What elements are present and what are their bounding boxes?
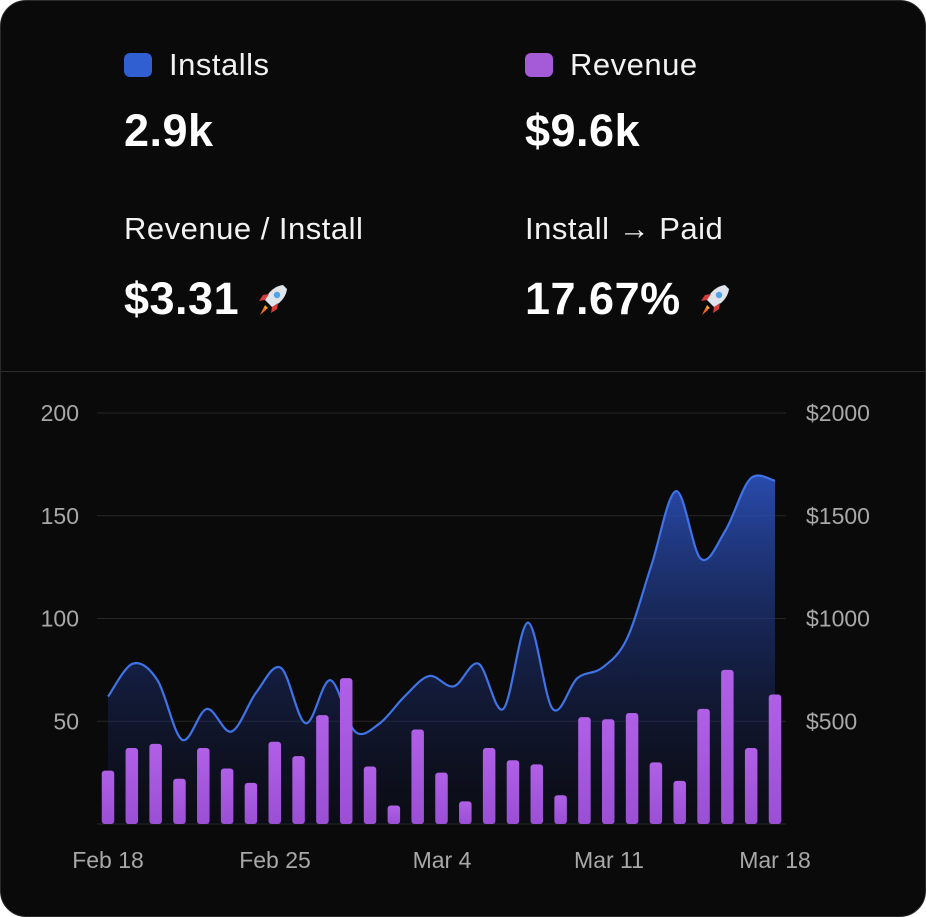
revenue-bar[interactable]	[387, 805, 401, 824]
revenue-bar[interactable]	[744, 747, 758, 824]
revenue-bar[interactable]	[768, 694, 782, 824]
revenue-bar[interactable]	[435, 772, 448, 824]
revenue-bar[interactable]	[220, 768, 234, 824]
revenue-bar[interactable]	[625, 713, 639, 824]
revenue-metric: Revenue $9.6k	[525, 47, 698, 157]
revenue-label: Revenue	[570, 47, 698, 82]
revenue-bar[interactable]	[316, 715, 329, 824]
revenue-value: $9.6k	[525, 105, 641, 156]
revenue-bar[interactable]	[506, 760, 520, 824]
revenue-bar[interactable]	[697, 708, 710, 824]
x-axis-tick-label: Mar 4	[413, 847, 472, 873]
left-axis-tick-label: 200	[41, 400, 79, 426]
revenue-bar[interactable]	[363, 766, 377, 824]
revenue-bar[interactable]	[197, 747, 210, 824]
revenue-bar[interactable]	[602, 719, 615, 824]
revenue-bar[interactable]	[101, 770, 115, 824]
revenue-bar[interactable]	[554, 795, 567, 824]
revenue-bar[interactable]	[173, 778, 186, 824]
installs-legend[interactable]: Installs	[124, 47, 269, 83]
revenue-bar[interactable]	[459, 801, 472, 824]
installs-legend-swatch	[124, 53, 152, 77]
revenue-per-install-value: $3.31	[124, 273, 240, 324]
left-axis-tick-label: 50	[53, 708, 79, 734]
left-axis-tick-label: 100	[41, 606, 79, 632]
x-axis-tick-label: Feb 18	[72, 847, 144, 873]
right-axis-tick-label: $1000	[806, 606, 870, 632]
install-to-paid-value: 17.67%	[525, 273, 681, 324]
x-axis-tick-label: Feb 25	[239, 847, 311, 873]
revenue-bar[interactable]	[530, 764, 544, 824]
revenue-bar[interactable]	[578, 717, 591, 824]
revenue-per-install-metric: Revenue / Install $3.31	[124, 211, 363, 325]
x-axis-tick-label: Mar 18	[739, 847, 811, 873]
install-to-paid-label: Install → Paid	[525, 211, 724, 246]
revenue-legend-swatch	[525, 53, 553, 77]
rocket-icon	[259, 285, 288, 315]
install-to-paid-metric: Install → Paid 17.67%	[525, 211, 735, 325]
revenue-bar[interactable]	[149, 743, 162, 824]
revenue-bar[interactable]	[649, 762, 663, 824]
revenue-bar[interactable]	[244, 782, 258, 824]
installs-label: Installs	[169, 47, 270, 82]
right-axis-tick-label: $1500	[806, 503, 870, 529]
installs-value: 2.9k	[124, 105, 214, 156]
revenue-bar[interactable]	[411, 729, 424, 824]
installs-metric: Installs 2.9k	[124, 47, 269, 157]
revenue-bar[interactable]	[673, 780, 686, 824]
revenue-bar[interactable]	[482, 747, 496, 824]
left-axis-tick-label: 150	[41, 503, 79, 529]
section-divider	[1, 371, 925, 372]
revenue-legend[interactable]: Revenue	[525, 47, 698, 83]
right-axis-tick-label: $500	[806, 708, 857, 734]
revenue-bar[interactable]	[268, 741, 282, 824]
revenue-per-install-label: Revenue / Install	[124, 211, 364, 246]
right-axis-tick-label: $2000	[806, 400, 870, 426]
revenue-bar[interactable]	[125, 747, 139, 824]
x-axis-tick-label: Mar 11	[574, 847, 644, 873]
rocket-icon	[700, 285, 729, 315]
revenue-bar[interactable]	[339, 678, 353, 824]
revenue-per-install-row: $3.31	[124, 273, 363, 325]
installs-line	[107, 474, 776, 741]
revenue-bar[interactable]	[292, 756, 305, 824]
revenue-bar[interactable]	[721, 669, 734, 824]
install-to-paid-row: 17.67%	[525, 273, 735, 325]
